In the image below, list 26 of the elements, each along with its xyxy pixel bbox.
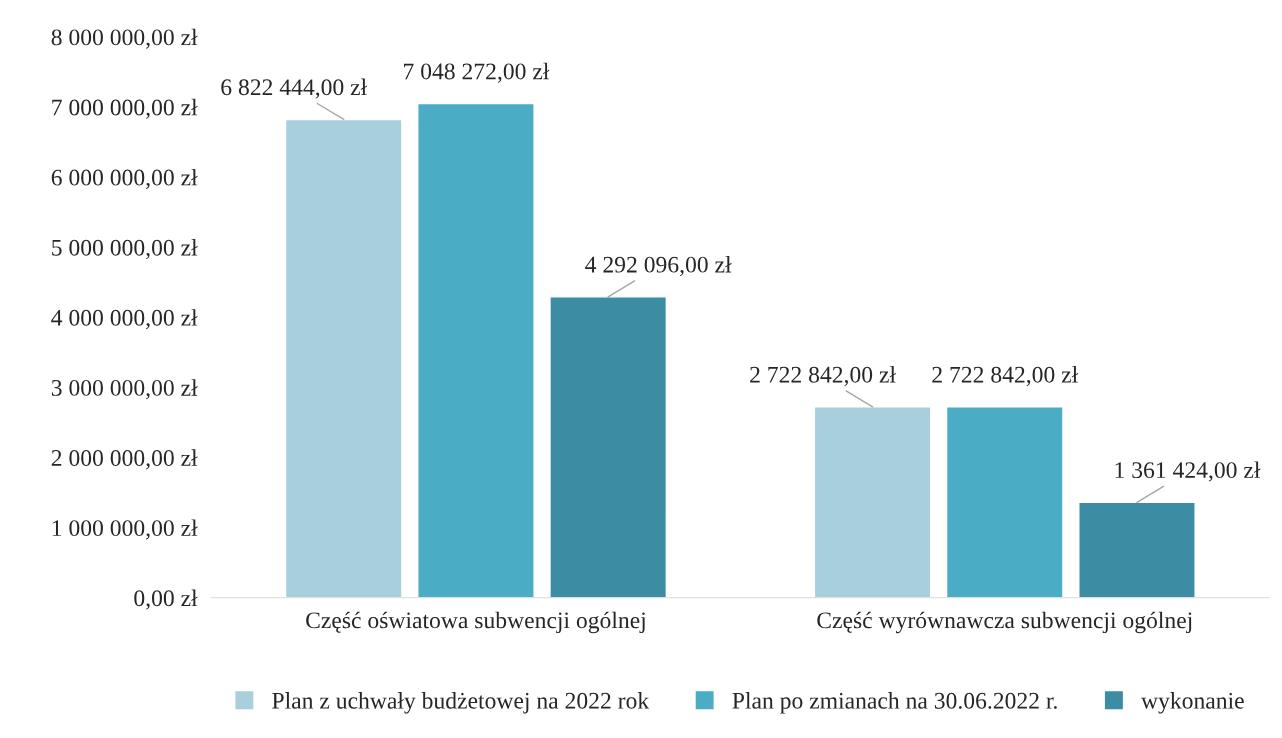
bar — [1078, 501, 1196, 598]
y-tick-label: 0,00 zł — [134, 589, 198, 610]
legend-label: Plan z uchwały budżetowej na 2022 rok — [272, 692, 650, 714]
bar — [945, 406, 1064, 598]
y-tick-label: 7 000 000,00 zł — [52, 98, 198, 119]
x-tick-label: Część oświatowa subwencji ogólnej — [306, 611, 645, 634]
y-tick-label: 2 000 000,00 zł — [51, 449, 198, 470]
bar — [813, 406, 932, 598]
data-label: 2 722 842,00 zł — [750, 366, 896, 387]
bar — [549, 296, 668, 598]
y-tick-label: 1 000 000,00 zł — [52, 519, 198, 540]
legend-label: Plan po zmianach na 30.06.2022 r. — [732, 692, 1057, 714]
y-tick-label: 5 000 000,00 zł — [52, 239, 198, 260]
data-label: 6 822 444,00 zł — [221, 78, 368, 99]
y-tick-label: 4 000 000,00 zł — [51, 309, 198, 330]
legend-label: wykonanie — [1141, 692, 1244, 714]
bar — [417, 102, 535, 598]
x-tick-label: Część wyrównawcza subwencji ogólnej — [817, 611, 1192, 634]
data-label: 2 722 842,00 zł — [932, 366, 1079, 387]
y-tick-label: 6 000 000,00 zł — [51, 168, 198, 189]
data-label: 7 048 272,00 zł — [404, 62, 550, 83]
y-tick-label: 8 000 000,00 zł — [51, 28, 198, 49]
bar — [284, 118, 403, 598]
data-label: 4 292 096,00 zł — [585, 256, 732, 277]
y-tick-label: 3 000 000,00 zł — [51, 379, 198, 400]
data-label: 1 361 424,00 zł — [1115, 461, 1261, 482]
